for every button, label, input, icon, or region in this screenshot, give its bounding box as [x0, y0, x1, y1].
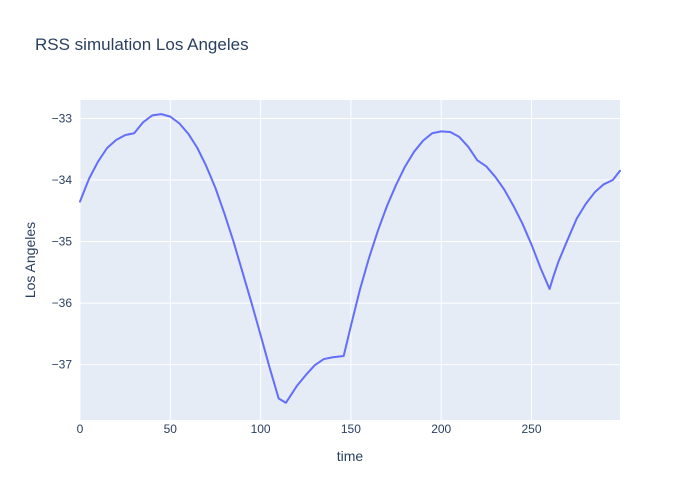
- series-line: [79, 113, 621, 404]
- tick-layer: 0 50 100 150 200 250 −33 −34 −35 −36 −37: [52, 111, 542, 436]
- y-tick-label: −33: [52, 111, 73, 125]
- x-tick-label: 0: [77, 422, 84, 436]
- chart-title: RSS simulation Los Angeles: [35, 35, 249, 54]
- y-tick-label: −34: [52, 173, 73, 187]
- y-tick-label: −36: [52, 296, 73, 310]
- x-tick-label: 250: [521, 422, 541, 436]
- x-axis-title: time: [337, 448, 364, 464]
- y-tick-label: −35: [52, 235, 73, 249]
- x-tick-label: 50: [164, 422, 178, 436]
- plot-background: [80, 100, 620, 420]
- y-tick-label: −37: [52, 358, 73, 372]
- x-tick-label: 150: [341, 422, 361, 436]
- x-tick-label: 200: [431, 422, 451, 436]
- x-tick-label: 100: [251, 422, 271, 436]
- series-layer: [79, 113, 621, 404]
- y-axis-title: Los Angeles: [22, 222, 38, 298]
